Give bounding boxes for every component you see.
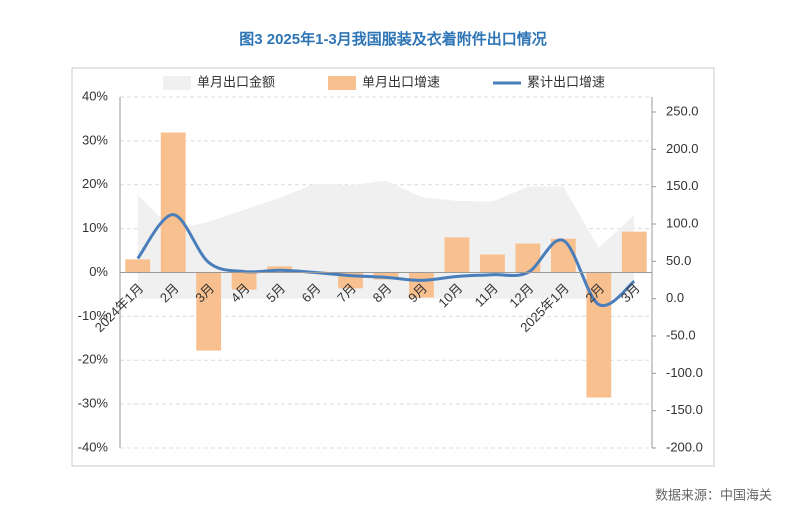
y-tick-label: 20%: [82, 176, 108, 191]
legend-label: 单月出口增速: [362, 74, 440, 89]
y-tick-label: 0%: [89, 264, 108, 279]
bar: [515, 243, 541, 273]
bar: [550, 238, 576, 273]
legend-label: 累计出口增速: [527, 74, 605, 89]
y2-tick-label: -50.0: [666, 327, 696, 342]
y2-tick-label: 0.0: [666, 290, 684, 305]
y2-tick-label: 200.0: [666, 141, 699, 156]
bar: [621, 231, 647, 273]
y2-tick-label: 150.0: [666, 178, 699, 193]
chart-title: 图3 2025年1-3月我国服装及衣着附件出口情况: [239, 30, 547, 48]
legend-label: 单月出口金额: [197, 74, 275, 89]
y-tick-label: 10%: [82, 220, 108, 235]
y2-tick-label: 250.0: [666, 103, 699, 118]
legend-swatch: [328, 76, 356, 90]
y-tick-label: 40%: [82, 88, 108, 103]
y-tick-label: -30%: [78, 396, 109, 411]
y-tick-label: -20%: [78, 352, 109, 367]
line: [136, 213, 636, 308]
y-tick-label: 30%: [82, 132, 108, 147]
legend-swatch: [163, 76, 191, 90]
bar: [231, 272, 257, 290]
y2-tick-label: -150.0: [666, 402, 703, 417]
bar: [196, 272, 222, 351]
plot-frame: [71, 67, 715, 467]
area: [137, 180, 635, 299]
y2-tick-label: 100.0: [666, 215, 699, 230]
bar: [409, 272, 434, 298]
source-note: 数据来源：中国海关: [655, 487, 772, 502]
y-tick-label: -10%: [78, 308, 109, 323]
bar: [444, 237, 470, 273]
y2-tick-label: -100.0: [666, 365, 703, 380]
y2-tick-label: 50.0: [666, 253, 691, 268]
y-tick-label: -40%: [78, 439, 109, 454]
bar: [479, 254, 505, 273]
bar: [125, 259, 151, 273]
bar: [160, 132, 186, 273]
y2-tick-label: -200.0: [666, 439, 703, 454]
